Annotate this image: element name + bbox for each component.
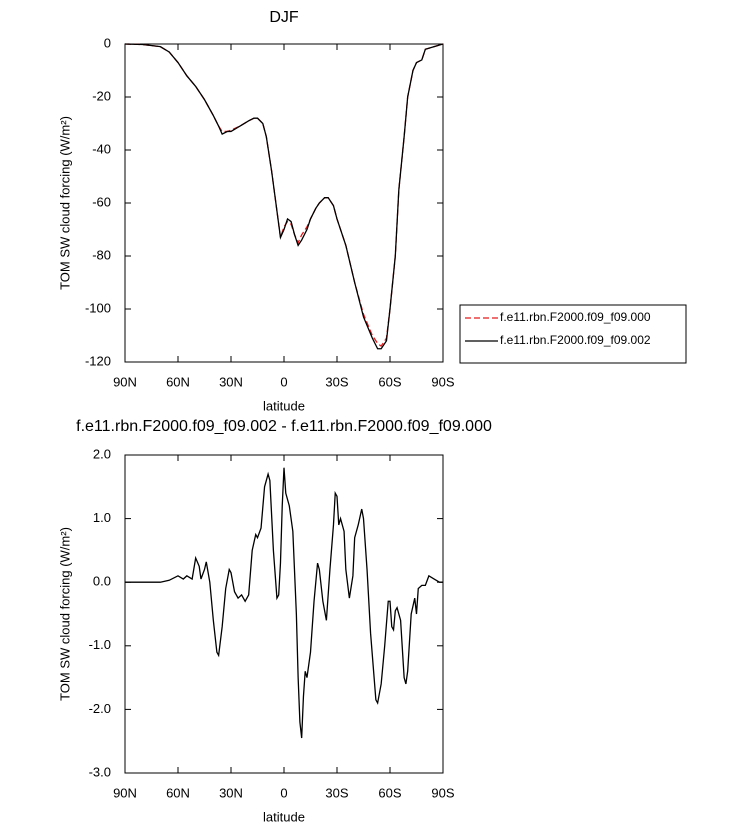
x-tick-label: 60S <box>378 785 401 800</box>
y-tick-label: 0 <box>104 35 111 50</box>
legend-label: f.e11.rbn.F2000.f09_f09.000 <box>500 310 651 324</box>
data-line <box>125 467 443 739</box>
y-tick-label: -2.0 <box>89 701 111 716</box>
x-tick-label: 60S <box>378 374 401 389</box>
x-tick-label: 90S <box>431 785 454 800</box>
y-tick-label: -80 <box>92 247 111 262</box>
x-tick-label: 60N <box>166 374 190 389</box>
y-axis-label: TOM SW cloud forcing (W/m²) <box>57 116 72 290</box>
y-axis-label: TOM SW cloud forcing (W/m²) <box>57 527 72 701</box>
legend-box <box>459 304 687 364</box>
x-axis-label: latitude <box>263 809 305 824</box>
y-tick-label: -120 <box>85 353 111 368</box>
chart-title: f.e11.rbn.F2000.f09_f09.002 - f.e11.rbn.… <box>76 418 492 435</box>
x-tick-label: 30S <box>325 374 348 389</box>
x-tick-label: 90S <box>431 374 454 389</box>
y-tick-label: -40 <box>92 141 111 156</box>
y-tick-label: 2.0 <box>93 446 111 461</box>
data-line <box>124 43 444 348</box>
y-tick-label: -1.0 <box>89 637 111 652</box>
x-tick-label: 30N <box>219 785 243 800</box>
x-axis-label: latitude <box>263 398 305 413</box>
x-tick-label: 60N <box>166 785 190 800</box>
x-tick-label: 90N <box>113 374 137 389</box>
y-tick-label: -100 <box>85 300 111 315</box>
chart-title: DJF <box>269 9 299 26</box>
y-tick-label: 1.0 <box>93 510 111 525</box>
x-tick-label: 90N <box>113 785 137 800</box>
y-tick-label: 0.0 <box>93 574 111 589</box>
plot-frame <box>124 43 444 363</box>
y-tick-label: -3.0 <box>89 764 111 779</box>
y-tick-label: -60 <box>92 194 111 209</box>
y-tick-label: -20 <box>92 88 111 103</box>
legend-label: f.e11.rbn.F2000.f09_f09.002 <box>500 333 651 347</box>
x-tick-label: 30N <box>219 374 243 389</box>
x-tick-label: 30S <box>325 785 348 800</box>
x-tick-label: 0 <box>280 785 287 800</box>
data-line <box>124 43 444 350</box>
x-tick-label: 0 <box>280 374 287 389</box>
